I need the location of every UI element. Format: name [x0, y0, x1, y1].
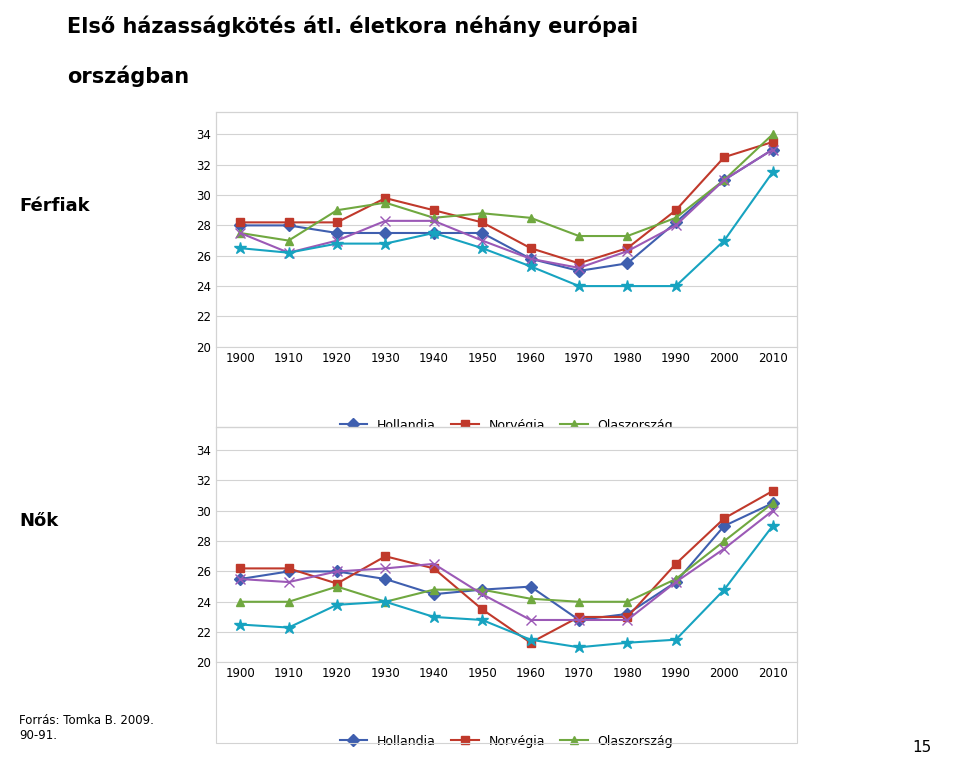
Text: országban: országban: [67, 65, 189, 87]
Legend: Németország, Magyarország: Németország, Magyarország: [277, 464, 539, 477]
Text: Nők: Nők: [19, 512, 59, 531]
Text: Férfiak: Férfiak: [19, 196, 90, 215]
Text: Első házasságkötés átl. életkora néhány európai: Első házasságkötés átl. életkora néhány …: [67, 15, 638, 37]
Text: Forrás: Tomka B. 2009.
90-91.: Forrás: Tomka B. 2009. 90-91.: [19, 714, 154, 742]
Text: 15: 15: [912, 740, 931, 755]
